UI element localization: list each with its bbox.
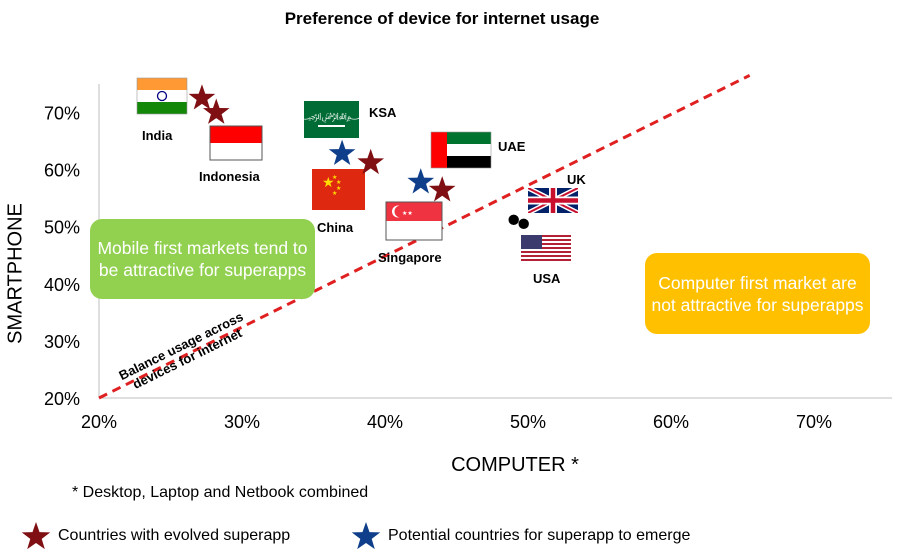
x-tick-label: 70% <box>796 412 832 432</box>
axes: 20% 30% 40% 50% 60% 70% 20% 30% 40% 50% 60% 70% <box>44 83 892 432</box>
y-tick-label: 60% <box>44 161 80 181</box>
y-tick-label: 40% <box>44 275 80 295</box>
legend-item-potential: Potential countries for superapp to emer… <box>350 518 690 554</box>
uk-flag <box>528 188 578 213</box>
chart-title: Preference of device for internet usage <box>284 9 600 28</box>
label-china: China <box>317 220 354 235</box>
label-singapore: Singapore <box>378 250 442 265</box>
svg-text:﷽: ﷽ <box>297 112 366 123</box>
x-tick-label: 30% <box>224 412 260 432</box>
flags-layer: ﷽ ★ ★ ★ ★ ★ ★★ <box>136 77 578 261</box>
star-point <box>328 139 356 165</box>
svg-text:★: ★ <box>332 190 337 197</box>
y-tick-label: 70% <box>44 104 80 124</box>
uae-flag <box>430 131 492 169</box>
label-india: India <box>142 128 173 143</box>
ksa-flag: ﷽ <box>297 101 366 138</box>
india-flag <box>136 77 188 115</box>
mobile-first-callout: Mobile first markets tend to be attracti… <box>90 219 315 299</box>
blue-star-icon <box>351 522 381 550</box>
svg-text:★★: ★★ <box>402 210 413 217</box>
svg-text:★: ★ <box>336 185 341 192</box>
x-tick-label: 40% <box>367 412 403 432</box>
y-tick-label: 30% <box>44 332 80 352</box>
x-tick-label: 50% <box>510 412 546 432</box>
footnote: * Desktop, Laptop and Netbook combined <box>72 484 369 501</box>
star-point <box>428 176 456 202</box>
label-indonesia: Indonesia <box>199 169 260 184</box>
star-point <box>357 148 385 175</box>
label-uae: UAE <box>498 139 526 154</box>
star-point <box>202 98 230 124</box>
label-ksa: KSA <box>369 105 397 120</box>
legend-label-potential: Potential countries for superapp to emer… <box>388 527 691 544</box>
y-tick-label: 50% <box>44 218 80 238</box>
y-tick-label: 20% <box>44 389 80 409</box>
marks-layer <box>188 84 529 230</box>
svg-text:★: ★ <box>332 174 337 181</box>
x-axis-label: COMPUTER * <box>451 454 579 476</box>
dark-red-star-icon <box>21 522 51 550</box>
country-labels: India Indonesia KSA China UAE Singapore … <box>142 105 586 286</box>
star-point <box>188 84 216 110</box>
singapore-flag: ★★ <box>385 201 443 241</box>
dot-point <box>518 218 529 230</box>
svg-text:★: ★ <box>322 175 335 191</box>
label-uk: UK <box>567 172 586 187</box>
y-axis-label: SMARTPHONE <box>4 203 27 344</box>
computer-first-text: Computer first market are not attractive… <box>651 272 864 315</box>
computer-first-callout: Computer first market are not attractive… <box>645 253 870 334</box>
legend: Countries with evolved superapp Potentia… <box>20 518 880 554</box>
label-usa: USA <box>533 271 561 286</box>
x-tick-label: 20% <box>81 412 117 432</box>
legend-item-evolved: Countries with evolved superapp <box>20 518 290 554</box>
usa-flag <box>521 235 571 261</box>
mobile-first-text: Mobile first markets tend to be attracti… <box>97 238 308 280</box>
legend-label-evolved: Countries with evolved superapp <box>58 527 291 544</box>
star-point <box>407 168 435 194</box>
china-flag: ★ ★ ★ ★ ★ <box>312 169 365 210</box>
indonesia-flag <box>209 125 263 161</box>
x-tick-label: 60% <box>653 412 689 432</box>
svg-text:★: ★ <box>336 179 341 186</box>
dot-point <box>508 214 519 226</box>
